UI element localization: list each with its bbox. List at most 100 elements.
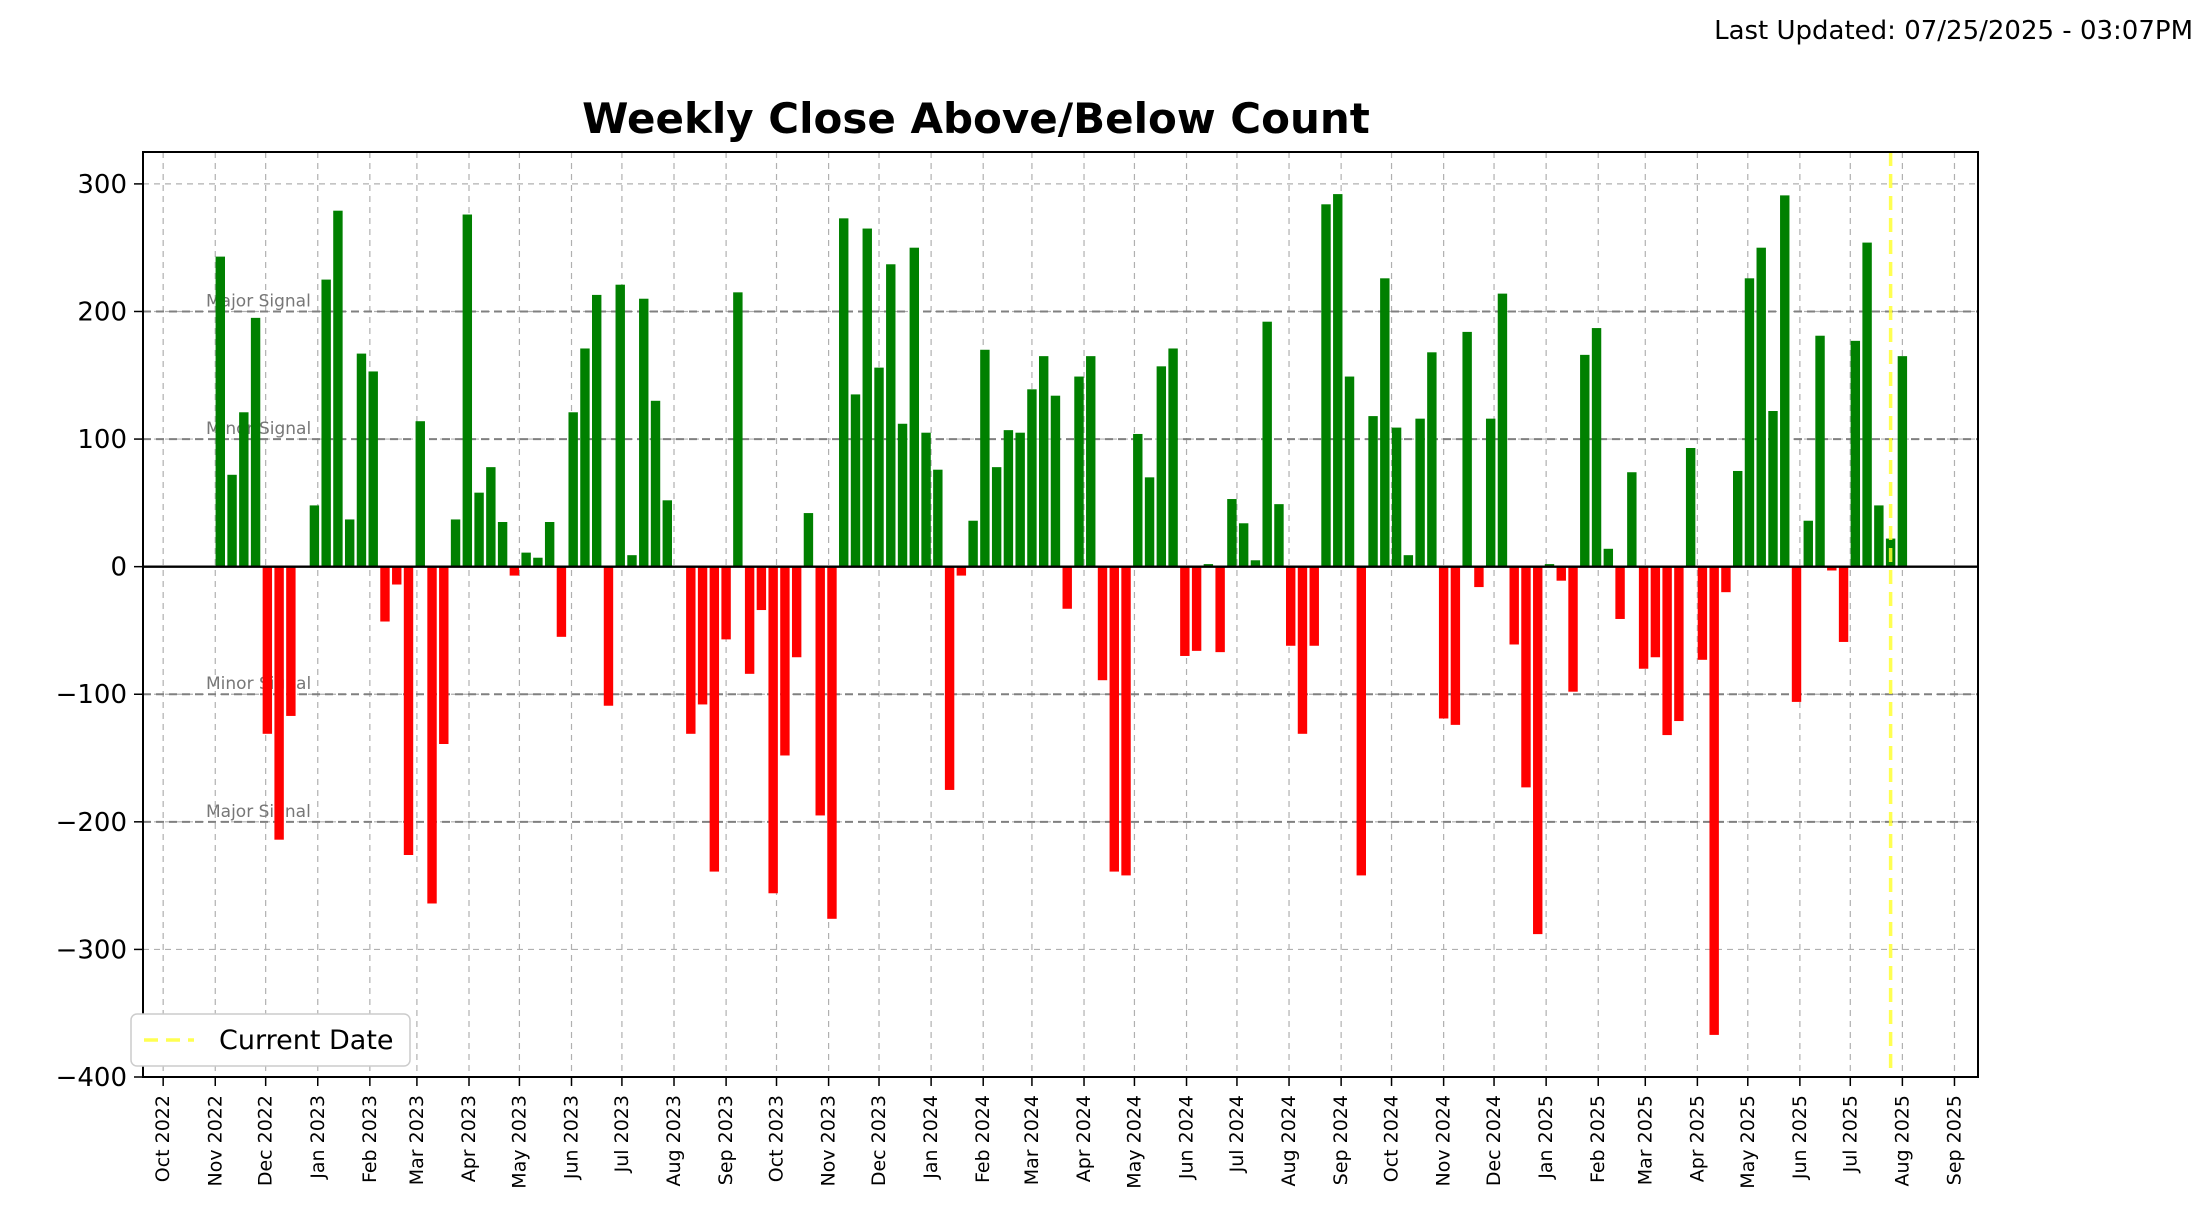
- bar: [721, 566, 731, 640]
- x-tick-label: Dec 2024: [1483, 1095, 1505, 1186]
- bar: [1380, 278, 1390, 567]
- x-tick-label: May 2024: [1123, 1095, 1145, 1189]
- bar: [1674, 566, 1684, 722]
- bar: [1027, 389, 1037, 567]
- y-tick-label: 200: [77, 297, 127, 327]
- bar: [427, 566, 437, 904]
- x-tick-label: Sep 2024: [1330, 1095, 1352, 1185]
- bar: [1227, 499, 1237, 567]
- bar: [227, 474, 237, 567]
- legend-box: [130, 1013, 411, 1067]
- bar: [909, 247, 920, 567]
- bar: [544, 522, 555, 567]
- bar: [756, 566, 767, 611]
- bar: [744, 566, 755, 674]
- bar: [1286, 566, 1296, 646]
- bar: [1038, 356, 1049, 567]
- x-tick-label: Feb 2024: [972, 1095, 994, 1183]
- bar: [1650, 566, 1661, 658]
- bar: [1156, 366, 1167, 567]
- x-tick-label: Sep 2025: [1943, 1095, 1965, 1185]
- bar: [615, 284, 625, 567]
- bar: [521, 552, 531, 567]
- bar: [1615, 566, 1625, 619]
- bar: [1509, 566, 1519, 645]
- x-tick-label: Oct 2024: [1381, 1095, 1403, 1182]
- bar: [839, 218, 849, 567]
- bar: [1662, 566, 1672, 736]
- bar: [509, 566, 520, 576]
- x-tick-label: Jul 2023: [611, 1095, 633, 1173]
- x-tick-label: Aug 2023: [663, 1095, 685, 1187]
- bar: [1497, 293, 1508, 567]
- signal-label: Major Signal: [206, 291, 311, 311]
- bar: [1168, 348, 1178, 567]
- bar: [1309, 566, 1319, 646]
- x-tick-label: Nov 2022: [204, 1095, 226, 1186]
- bar: [697, 566, 708, 705]
- bar: [1003, 430, 1014, 567]
- x-tick-label: Mar 2024: [1021, 1095, 1043, 1185]
- x-tick-label: Jan 2023: [307, 1095, 329, 1180]
- bar: [486, 467, 496, 567]
- bar: [803, 513, 814, 567]
- x-tick-label: Jul 2024: [1226, 1095, 1248, 1173]
- x-tick-label: Jun 2024: [1176, 1095, 1198, 1180]
- bar: [1015, 432, 1025, 567]
- bar: [1533, 566, 1543, 935]
- bar: [368, 371, 378, 567]
- bar: [333, 210, 343, 567]
- bar: [1768, 411, 1778, 567]
- bar: [968, 520, 978, 567]
- x-tick-label: Jun 2023: [561, 1095, 583, 1180]
- bar: [1568, 566, 1578, 692]
- bar: [1733, 470, 1743, 567]
- bar: [991, 467, 1002, 567]
- bar: [1780, 195, 1790, 567]
- bar: [1462, 331, 1472, 567]
- y-tick-label: 100: [77, 425, 127, 455]
- bar: [1591, 328, 1602, 567]
- x-tick-label: Dec 2023: [868, 1095, 890, 1186]
- x-tick-label: Mar 2023: [406, 1095, 428, 1185]
- bar: [780, 566, 790, 756]
- x-tick-label: Sep 2023: [715, 1095, 737, 1185]
- bar: [1333, 194, 1343, 567]
- bar: [1438, 566, 1449, 719]
- bar: [215, 256, 225, 567]
- bar: [1262, 321, 1272, 567]
- bars-group: [215, 194, 1908, 1035]
- y-tick-label: 300: [77, 170, 127, 200]
- bar: [791, 566, 802, 658]
- y-axis: 300 200 100 0 −100 −200 −300 −400: [56, 170, 143, 1093]
- bar: [356, 353, 367, 567]
- x-tick-label: May 2023: [508, 1095, 530, 1189]
- y-tick-label: −200: [56, 808, 127, 838]
- bar: [497, 522, 508, 567]
- bar: [886, 264, 896, 567]
- bar: [1086, 356, 1096, 567]
- legend: Current Date: [130, 1013, 411, 1067]
- chart-title: Weekly Close Above/Below Count: [582, 94, 1370, 143]
- bar: [1097, 566, 1108, 681]
- bar: [1297, 566, 1308, 734]
- bar: [392, 566, 402, 585]
- bar: [239, 412, 249, 567]
- bar: [1744, 278, 1755, 567]
- bar: [1556, 566, 1566, 581]
- x-tick-label: Jan 2024: [920, 1095, 942, 1180]
- bar: [862, 228, 872, 567]
- signal-label: Minor Signal: [206, 674, 311, 694]
- bar: [1133, 433, 1143, 567]
- x-tick-label: Jun 2025: [1789, 1095, 1811, 1180]
- bar: [1874, 505, 1884, 567]
- x-tick-label: Jul 2025: [1839, 1095, 1861, 1173]
- y-tick-label: −300: [56, 935, 127, 965]
- bar: [1368, 416, 1378, 567]
- signal-label: Major Signal: [206, 802, 311, 822]
- bar: [956, 566, 967, 576]
- bar: [1791, 566, 1802, 702]
- bar: [627, 555, 637, 567]
- bar: [933, 469, 943, 567]
